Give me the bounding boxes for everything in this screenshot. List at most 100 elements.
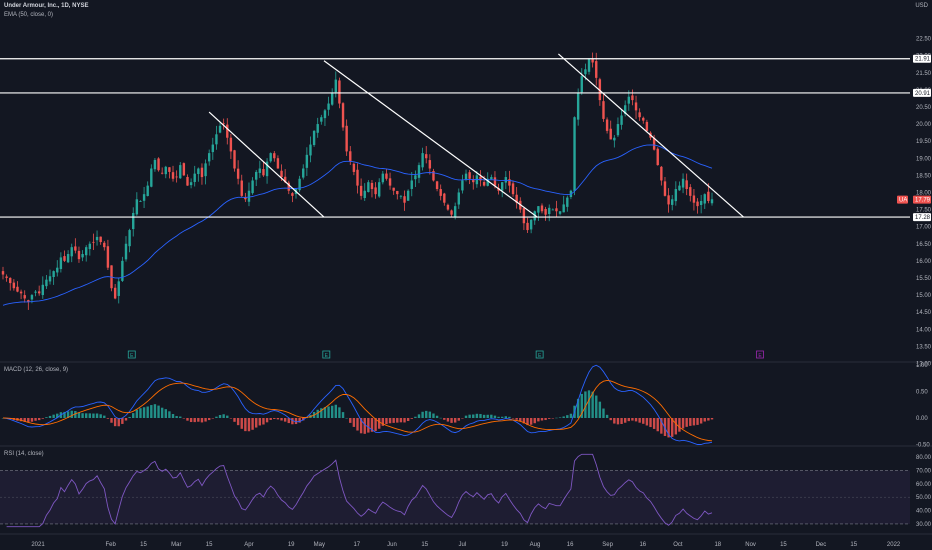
- macd-histogram-bar: [497, 416, 500, 418]
- candle-body: [696, 201, 699, 207]
- candle-body: [70, 247, 73, 257]
- macd-histogram-bar: [135, 409, 139, 418]
- price-tag: [913, 195, 931, 204]
- candle-body: [490, 177, 493, 180]
- candle-body: [287, 182, 290, 191]
- candle-body: [428, 160, 432, 169]
- candle-body: [37, 291, 41, 294]
- candle-body: [135, 199, 139, 215]
- candle-body: [417, 165, 421, 178]
- candle-body: [591, 59, 594, 63]
- x-tick-label: 18: [714, 542, 721, 548]
- candle-body: [645, 121, 649, 131]
- x-tick-label: Nov: [745, 542, 756, 548]
- candle-body: [179, 165, 182, 179]
- candle-body: [265, 161, 269, 177]
- trendline: [557, 53, 744, 218]
- candle-body: [537, 206, 540, 213]
- candle-body: [139, 201, 142, 202]
- macd-histogram-bar: [417, 414, 421, 418]
- candle-body: [548, 207, 551, 214]
- macd-histogram-bar: [117, 418, 120, 427]
- rsi-tick-label: 30.00: [916, 522, 932, 528]
- macd-histogram-bar: [486, 414, 489, 418]
- macd-histogram-bar: [211, 418, 215, 419]
- macd-histogram-bar: [236, 418, 240, 426]
- candle-body: [117, 281, 120, 296]
- candle-body: [52, 271, 55, 278]
- macd-histogram-bar: [27, 418, 30, 423]
- candle-body: [663, 181, 667, 196]
- macd-histogram-bar: [613, 418, 616, 424]
- macd-histogram-bar: [540, 418, 544, 421]
- macd-histogram-bar: [269, 418, 272, 420]
- macd-histogram-bar: [63, 411, 66, 418]
- symbol-title[interactable]: Under Armour, Inc., 1D, NYSE: [4, 3, 89, 9]
- candle-body: [153, 159, 157, 170]
- earnings-marker: [535, 350, 544, 359]
- macd-histogram-bar: [200, 418, 204, 423]
- macd-histogram-bar: [247, 418, 251, 432]
- price-tag-label: 20.91: [915, 91, 931, 97]
- candle-body: [316, 124, 319, 133]
- macd-histogram-bar: [591, 391, 594, 418]
- candle-body: [667, 195, 670, 205]
- macd-histogram-bar: [233, 418, 236, 422]
- macd-histogram-bar: [515, 418, 518, 420]
- candle-body: [323, 110, 327, 119]
- candle-body: [551, 209, 555, 211]
- y-tick-label: 15.00: [916, 293, 932, 299]
- macd-histogram-bar: [341, 412, 345, 418]
- macd-histogram-bar: [681, 418, 685, 429]
- macd-histogram-bar: [439, 417, 442, 419]
- candle-body: [699, 201, 703, 205]
- candle-body: [685, 180, 688, 190]
- macd-histogram-bar: [396, 418, 399, 423]
- macd-legend[interactable]: MACD (12, 26, close, 9): [4, 367, 69, 373]
- candle-body: [255, 171, 258, 180]
- macd-histogram-bar: [410, 418, 413, 419]
- rsi-legend[interactable]: RSI (14, close): [4, 451, 44, 457]
- x-tick-label: May: [314, 542, 325, 548]
- macd-histogram-bar: [218, 415, 222, 418]
- macd-histogram-bar: [121, 418, 124, 424]
- macd-histogram-bar: [566, 415, 569, 418]
- x-tick-label: 15: [421, 542, 428, 548]
- macd-histogram-bar: [113, 418, 117, 427]
- macd-histogram-bar: [294, 418, 298, 425]
- candle-body: [244, 197, 247, 200]
- candle-body: [81, 254, 84, 258]
- macd-histogram-bar: [345, 417, 348, 419]
- macd-histogram-bar: [685, 418, 688, 427]
- macd-histogram-bar: [482, 414, 486, 418]
- candle-body: [92, 241, 95, 243]
- candle-body: [247, 190, 251, 202]
- macd-histogram-bar: [74, 411, 77, 418]
- macd-tick-label: 0.50: [916, 390, 928, 396]
- macd-histogram-bar: [23, 418, 26, 422]
- candle-body: [142, 194, 146, 201]
- candle-body: [19, 291, 23, 294]
- macd-line: [2, 364, 713, 445]
- macd-histogram-bar: [707, 418, 710, 421]
- candle-body: [128, 230, 131, 247]
- macd-histogram-bar: [392, 418, 395, 423]
- macd-histogram-bar: [587, 390, 591, 418]
- candle-body: [189, 182, 193, 186]
- candle-body: [616, 124, 620, 136]
- rsi-tick-label: 70.00: [916, 468, 932, 474]
- candle-body: [443, 193, 446, 203]
- candle-body: [66, 254, 70, 263]
- candle-body: [500, 182, 504, 191]
- currency-label: USD: [915, 3, 928, 9]
- candle-body: [580, 76, 583, 93]
- macd-histogram-bar: [280, 418, 283, 421]
- candle-body: [425, 154, 428, 159]
- macd-histogram-bar: [620, 418, 623, 424]
- macd-histogram-bar: [52, 414, 55, 418]
- candle-body: [363, 190, 366, 198]
- macd-histogram-bar: [124, 418, 128, 421]
- ema-legend[interactable]: EMA (50, close, 0): [4, 12, 54, 18]
